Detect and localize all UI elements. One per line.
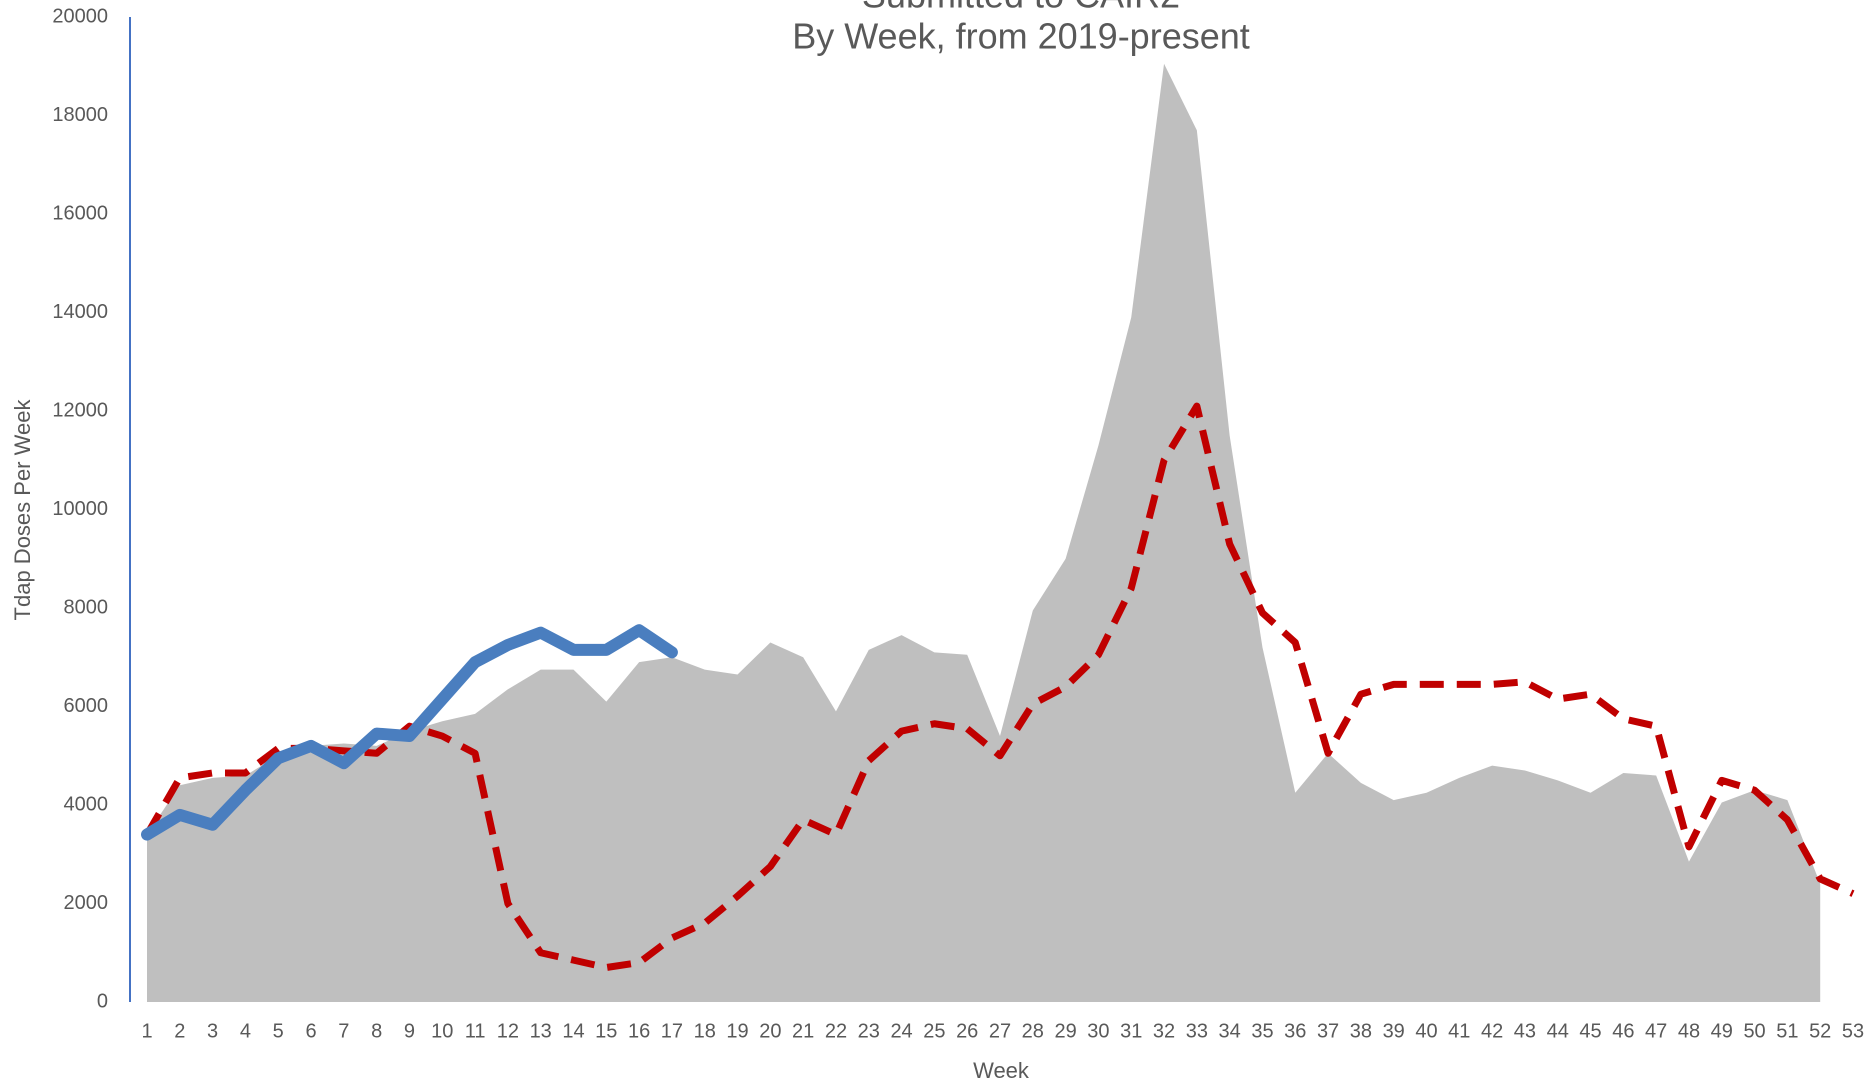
x-tick-label: 40 bbox=[1415, 1020, 1437, 1042]
y-tick-label: 16000 bbox=[52, 202, 108, 224]
y-tick-label: 6000 bbox=[64, 695, 109, 717]
x-tick-label: 12 bbox=[497, 1020, 519, 1042]
y-tick-label: 4000 bbox=[64, 793, 109, 815]
x-tick-label: 2 bbox=[174, 1020, 185, 1042]
x-tick-label: 46 bbox=[1612, 1020, 1634, 1042]
x-tick-label: 34 bbox=[1219, 1020, 1241, 1042]
y-tick-label: 8000 bbox=[64, 596, 109, 618]
x-tick-label: 16 bbox=[628, 1020, 650, 1042]
x-tick-label: 3 bbox=[207, 1020, 218, 1042]
x-tick-label: 47 bbox=[1645, 1020, 1667, 1042]
x-tick-label: 51 bbox=[1776, 1020, 1798, 1042]
x-tick-label: 33 bbox=[1186, 1020, 1208, 1042]
x-tick-label: 5 bbox=[273, 1020, 284, 1042]
line bbox=[141, 624, 678, 841]
x-tick-label: 48 bbox=[1678, 1020, 1700, 1042]
y-tick-label: 14000 bbox=[52, 301, 108, 323]
x-tick-label: 41 bbox=[1448, 1020, 1470, 1042]
x-tick-label: 13 bbox=[530, 1020, 552, 1042]
chart-subtitle: By Week, from 2019-present bbox=[792, 16, 1250, 57]
x-tick-label: 52 bbox=[1809, 1020, 1831, 1042]
x-tick-label: 29 bbox=[1054, 1020, 1076, 1042]
x-tick-label: 42 bbox=[1481, 1020, 1503, 1042]
y-axis-label: Tdap Doses Per Week bbox=[10, 399, 35, 621]
x-tick-label: 6 bbox=[305, 1020, 316, 1042]
x-tick-label: 25 bbox=[923, 1020, 945, 1042]
x-tick-label: 20 bbox=[759, 1020, 781, 1042]
x-tick-label: 11 bbox=[465, 1020, 486, 1042]
x-tick-label: 1 bbox=[141, 1020, 152, 1042]
x-tick-label: 4 bbox=[240, 1020, 251, 1042]
x-tick-label: 50 bbox=[1743, 1020, 1765, 1042]
x-tick-label: 31 bbox=[1120, 1020, 1142, 1042]
y-tick-label: 0 bbox=[97, 990, 108, 1012]
x-tick-label: 32 bbox=[1153, 1020, 1175, 1042]
x-tick-label: 8 bbox=[371, 1020, 382, 1042]
x-tick-label: 27 bbox=[989, 1020, 1011, 1042]
x-tick-label: 36 bbox=[1284, 1020, 1306, 1042]
y-tick-label: 18000 bbox=[52, 104, 108, 126]
x-axis-label: Week bbox=[973, 1058, 1030, 1083]
x-tick-label: 26 bbox=[956, 1020, 978, 1042]
x-tick-label: 39 bbox=[1383, 1020, 1405, 1042]
x-tick-label: 35 bbox=[1251, 1020, 1273, 1042]
x-tick-label: 7 bbox=[338, 1020, 349, 1042]
area bbox=[147, 63, 1821, 1003]
x-tick-label: 18 bbox=[694, 1020, 716, 1042]
x-tick-label: 15 bbox=[595, 1020, 617, 1042]
x-tick-label: 9 bbox=[404, 1020, 415, 1042]
x-tick-label: 22 bbox=[825, 1020, 847, 1042]
x-tick-label: 38 bbox=[1350, 1020, 1372, 1042]
y-tick-label: 10000 bbox=[52, 498, 108, 520]
x-tick-label: 19 bbox=[726, 1020, 748, 1042]
x-tick-label: 37 bbox=[1317, 1020, 1339, 1042]
x-tick-label: 14 bbox=[562, 1020, 584, 1042]
chart-title: Submitted to CAIR2 bbox=[862, 0, 1180, 16]
x-tick-label: 24 bbox=[890, 1020, 912, 1042]
x-tick-label: 30 bbox=[1087, 1020, 1109, 1042]
x-tick-label: 23 bbox=[858, 1020, 880, 1042]
x-tick-label: 45 bbox=[1579, 1020, 1601, 1042]
x-tick-label: 28 bbox=[1022, 1020, 1044, 1042]
y-tick-label: 12000 bbox=[52, 399, 108, 421]
x-tick-label: 49 bbox=[1711, 1020, 1733, 1042]
y-tick-label: 2000 bbox=[64, 892, 109, 914]
x-tick-label: 10 bbox=[431, 1020, 453, 1042]
x-tick-label: 53 bbox=[1842, 1020, 1864, 1042]
dashed-line bbox=[143, 402, 1855, 972]
x-tick-label: 21 bbox=[792, 1020, 814, 1042]
y-tick-label: 20000 bbox=[52, 5, 108, 27]
x-tick-label: 17 bbox=[661, 1020, 683, 1042]
x-tick-label: 43 bbox=[1514, 1020, 1536, 1042]
x-tick-label: 44 bbox=[1547, 1020, 1569, 1042]
